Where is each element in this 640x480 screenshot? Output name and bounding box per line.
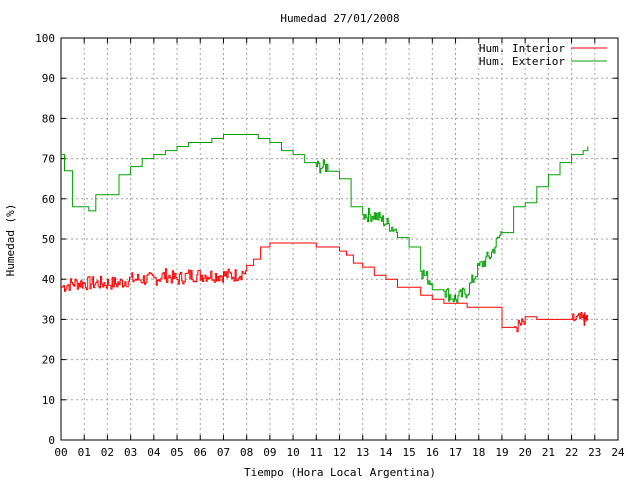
x-tick-label: 02	[101, 446, 114, 459]
y-tick-label: 60	[42, 193, 55, 206]
x-tick-label: 13	[356, 446, 369, 459]
y-tick-label: 40	[42, 273, 55, 286]
x-tick-label: 09	[263, 446, 276, 459]
y-tick-label: 30	[42, 313, 55, 326]
x-tick-label: 11	[310, 446, 323, 459]
x-tick-label: 17	[449, 446, 462, 459]
x-tick-label: 21	[542, 446, 555, 459]
x-tick-label: 00	[54, 446, 67, 459]
x-axis: 00 01 02 03 04 05 06 07 08 09 10 11 12 13 14 15 16 17 18 19…	[54, 38, 625, 459]
series-lines	[61, 134, 589, 333]
x-tick-label: 14	[379, 446, 393, 459]
x-tick-label: 05	[170, 446, 183, 459]
x-tick-label: 10	[286, 446, 299, 459]
x-tick-label: 24	[611, 446, 625, 459]
x-tick-label: 20	[519, 446, 532, 459]
x-tick-label: 15	[403, 446, 416, 459]
y-tick-label: 80	[42, 112, 55, 125]
x-tick-label: 04	[147, 446, 161, 459]
x-tick-label: 07	[217, 446, 230, 459]
x-tick-label: 19	[495, 446, 508, 459]
y-tick-label: 50	[42, 233, 55, 246]
y-tick-label: 0	[48, 434, 55, 447]
x-tick-label: 01	[78, 446, 91, 459]
x-tick-label: 22	[565, 446, 578, 459]
x-tick-label: 16	[426, 446, 439, 459]
chart-title: Humedad 27/01/2008	[280, 12, 399, 25]
x-axis-label: Tiempo (Hora Local Argentina)	[244, 466, 436, 479]
x-tick-label: 18	[472, 446, 485, 459]
legend-label: Hum. Interior	[479, 42, 565, 55]
x-tick-label: 06	[194, 446, 207, 459]
x-tick-label: 08	[240, 446, 253, 459]
y-tick-label: 10	[42, 394, 55, 407]
y-axis: 0 10 20 30 40 50 60 70 80 90 100	[35, 32, 618, 447]
grid	[61, 38, 618, 440]
y-tick-label: 100	[35, 32, 55, 45]
y-axis-label: Humedad (%)	[4, 204, 17, 277]
y-tick-label: 20	[42, 354, 55, 367]
series-line-1	[61, 134, 589, 303]
x-tick-label: 23	[588, 446, 601, 459]
series-line-0	[61, 242, 589, 333]
y-tick-label: 70	[42, 153, 55, 166]
x-tick-label: 03	[124, 446, 137, 459]
legend-label: Hum. Exterior	[479, 55, 565, 68]
y-tick-label: 90	[42, 72, 55, 85]
x-tick-label: 12	[333, 446, 346, 459]
